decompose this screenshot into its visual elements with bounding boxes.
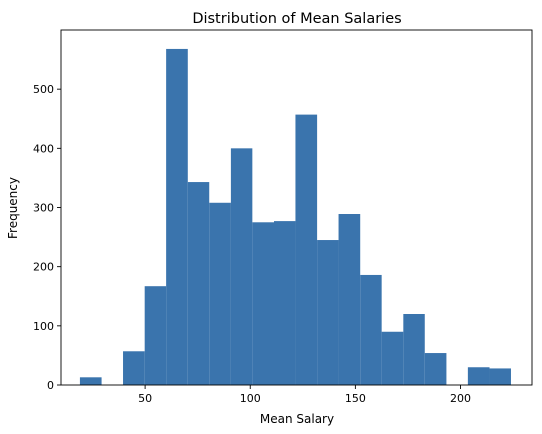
x-tick-label: 100 — [240, 392, 261, 405]
histogram-bar — [209, 202, 231, 385]
histogram-bar — [187, 182, 210, 385]
histogram-bar — [144, 286, 167, 385]
histogram-bar — [424, 353, 447, 385]
histogram-bar — [166, 48, 188, 385]
y-tick-label: 200 — [33, 261, 54, 274]
x-tick-label: 150 — [345, 392, 366, 405]
y-tick-label: 0 — [47, 379, 54, 392]
x-tick-label: 200 — [450, 392, 471, 405]
y-axis-label: Frequency — [6, 177, 20, 239]
histogram-bar — [230, 148, 253, 385]
histogram-bar — [489, 368, 511, 385]
histogram-bar — [338, 214, 361, 385]
histogram-bars — [79, 48, 511, 385]
histogram-bar — [295, 114, 318, 385]
x-tick-label: 50 — [138, 392, 152, 405]
histogram-bar — [252, 222, 275, 385]
y-tick-label: 500 — [33, 83, 54, 96]
chart-title: Distribution of Mean Salaries — [192, 11, 401, 27]
histogram-bar — [381, 331, 404, 385]
histogram-bar — [317, 240, 339, 385]
x-axis-ticks: 50 100 150 200 — [138, 385, 471, 405]
y-tick-label: 100 — [33, 320, 54, 333]
histogram-bar — [467, 367, 490, 385]
histogram-bar — [79, 377, 102, 385]
y-tick-label: 400 — [33, 142, 54, 155]
histogram-bar — [360, 274, 382, 385]
histogram-bar — [274, 221, 296, 385]
histogram-bar — [123, 351, 145, 385]
y-axis-ticks: 0 100 200 300 400 500 — [33, 83, 61, 392]
histogram-bar — [403, 314, 425, 385]
x-axis-label: Mean Salary — [260, 412, 334, 426]
y-tick-label: 300 — [33, 202, 54, 215]
